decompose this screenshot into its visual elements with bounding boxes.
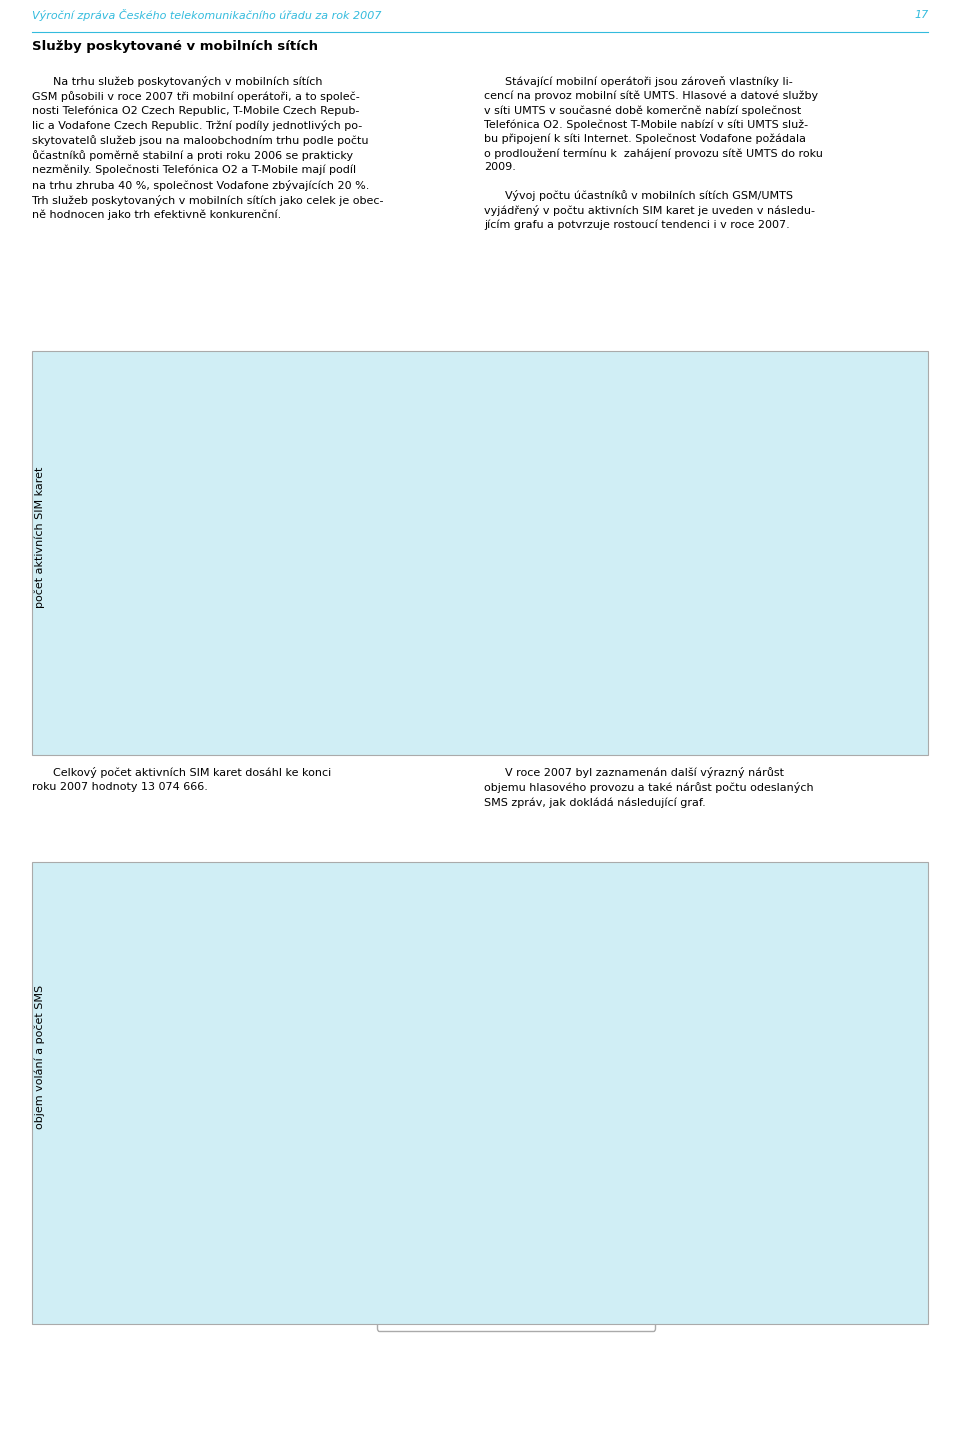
Text: 17: 17 xyxy=(914,10,928,20)
Text: objem volání a počet SMS: objem volání a počet SMS xyxy=(35,986,44,1128)
Text: Stávající mobilní operátoři jsou zároveň vlastníky li-
cencí na provoz mobilní s: Stávající mobilní operátoři jsou zároveň… xyxy=(485,76,824,231)
Text: Služby poskytované v mobilních sítích: Služby poskytované v mobilních sítích xyxy=(32,39,318,53)
Text: V roce 2007 byl zaznamenán další výrazný nárůst
objemu hlasového provozu a také : V roce 2007 byl zaznamenán další výrazný… xyxy=(485,768,814,808)
Text: Na trhu služeb poskytovaných v mobilních sítích
GSM působili v roce 2007 tři mob: Na trhu služeb poskytovaných v mobilních… xyxy=(32,76,383,219)
Text: Výroční zpráva Českého telekomunikačního úřadu za rok 2007: Výroční zpráva Českého telekomunikačního… xyxy=(32,9,381,20)
Text: Celkový počet aktivních SIM karet dosáhl ke konci
roku 2007 hodnoty 13 074 666.: Celkový počet aktivních SIM karet dosáhl… xyxy=(32,768,331,792)
Text: počet aktivních SIM karet: počet aktivních SIM karet xyxy=(35,468,44,608)
Legend: SMS v tis., volání v tis. min.: SMS v tis., volání v tis. min. xyxy=(377,1309,655,1330)
